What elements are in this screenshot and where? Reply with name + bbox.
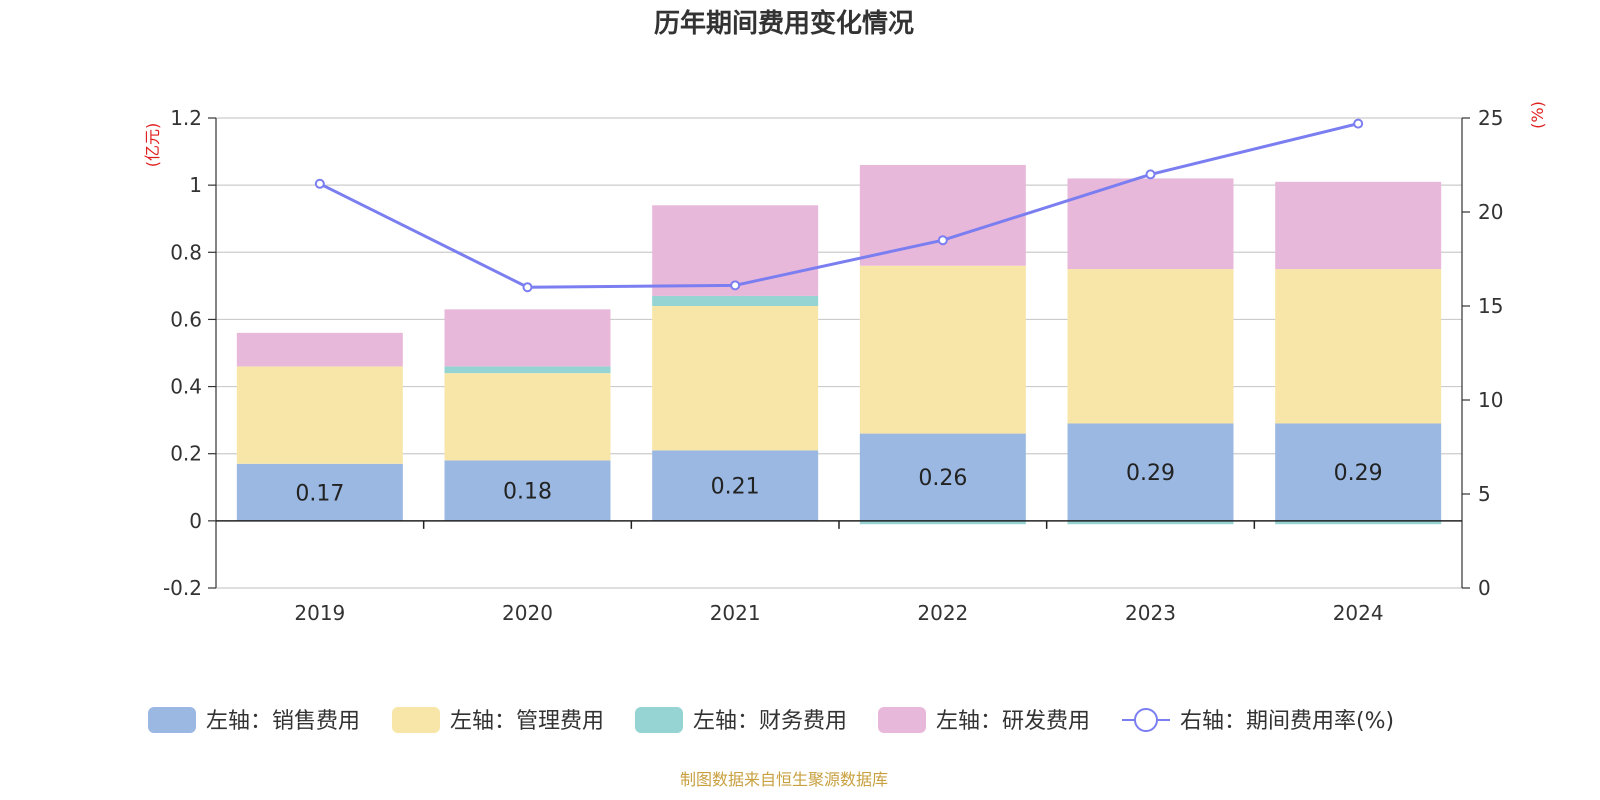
bars <box>236 165 1442 525</box>
left-tick-label: 1 <box>189 173 202 197</box>
legend-label: 左轴：销售费用 <box>206 709 360 734</box>
legend-swatch <box>878 707 926 733</box>
source-note: 制图数据来自恒生聚源数据库 <box>680 770 888 789</box>
left-tick-label: 1.2 <box>170 106 202 130</box>
bar-2-2021 <box>652 295 819 306</box>
x-tick-label: 2024 <box>1333 601 1384 625</box>
bar-2-2024 <box>1275 520 1442 525</box>
bar-0-2019 <box>236 463 403 521</box>
rate-line-point <box>1353 118 1364 129</box>
bar-1-2021 <box>652 306 819 451</box>
rate-line <box>314 118 1364 293</box>
chart-title: 历年期间费用变化情况 <box>654 8 914 39</box>
legend-swatch <box>148 707 196 733</box>
left-tick-label: 0.6 <box>170 307 202 331</box>
bar-value-label: 0.21 <box>711 475 760 500</box>
bar-1-2019 <box>236 366 403 464</box>
legend-label: 左轴：管理费用 <box>450 709 604 734</box>
legend-marker <box>1134 708 1158 732</box>
legend-label: 左轴：研发费用 <box>936 709 1090 734</box>
left-tick-label: 0.8 <box>170 240 202 264</box>
bar-1-2024 <box>1275 269 1442 424</box>
rate-line-point <box>1145 169 1156 180</box>
bar-value-label: 0.29 <box>1334 461 1383 486</box>
bar-0-2020 <box>444 460 611 521</box>
bar-3-2022 <box>859 165 1026 266</box>
bar-0-2024 <box>1275 423 1442 521</box>
left-axis-unit: (亿元) <box>143 123 162 168</box>
bar-2-2023 <box>1067 520 1234 525</box>
rate-line-point <box>937 235 948 246</box>
legend-label: 右轴：期间费用率(%) <box>1180 709 1394 734</box>
right-tick-label: 15 <box>1478 294 1503 318</box>
rate-line-point <box>730 280 741 291</box>
legend-swatch <box>635 707 683 733</box>
rate-line-point <box>522 282 533 293</box>
bar-3-2023 <box>1067 178 1234 270</box>
legend: 左轴：销售费用 左轴：管理费用 左轴：财务费用 左轴：研发费用 右轴：期间费用率(%) <box>148 707 1394 734</box>
bar-value-label: 0.29 <box>1126 461 1175 486</box>
left-tick-label: 0.2 <box>170 442 202 466</box>
bar-0-2023 <box>1067 423 1234 521</box>
right-tick-label: 5 <box>1478 482 1491 506</box>
bar-1-2023 <box>1067 269 1234 424</box>
legend-item: 左轴：财务费用 <box>635 707 847 734</box>
bar-3-2019 <box>236 332 403 367</box>
left-tick-label: 0.4 <box>170 375 202 399</box>
right-tick-label: 0 <box>1478 576 1491 600</box>
bar-3-2020 <box>444 309 611 367</box>
bar-2-2022 <box>859 520 1026 525</box>
right-axis-unit: (%) <box>1528 101 1547 129</box>
right-tick-label: 10 <box>1478 388 1503 412</box>
bar-1-2022 <box>859 265 1026 434</box>
legend-item: 左轴：销售费用 <box>148 707 360 734</box>
x-tick-label: 2023 <box>1125 601 1176 625</box>
rate-line-point <box>314 178 325 189</box>
right-tick-label: 25 <box>1478 106 1503 130</box>
bar-value-label: 0.18 <box>503 480 552 505</box>
axes: -0.2 0 0.2 0.4 0.6 0.8 1 1.2 0 5 10 15 20 25 2019 2020 2… <box>163 106 1503 625</box>
legend-label: 左轴：财务费用 <box>693 709 847 734</box>
x-tick-label: 2019 <box>294 601 345 625</box>
bar-1-2020 <box>444 373 611 461</box>
rate-line-path <box>319 122 1359 289</box>
bar-2-2020 <box>444 366 611 374</box>
data-labels: 0.17 0.18 0.21 0.26 0.29 0.29 <box>295 461 1382 506</box>
bar-0-2021 <box>652 450 819 521</box>
legend-item: 左轴：研发费用 <box>878 707 1090 734</box>
grid <box>216 117 1462 589</box>
legend-item: 右轴：期间费用率(%) <box>1122 708 1394 734</box>
x-tick-label: 2022 <box>917 601 968 625</box>
legend-swatch <box>392 707 440 733</box>
bar-0-2022 <box>859 433 1026 521</box>
x-tick-label: 2021 <box>710 601 761 625</box>
bar-value-label: 0.26 <box>918 466 967 491</box>
bar-3-2024 <box>1275 181 1442 270</box>
left-tick-label: 0 <box>189 509 202 533</box>
bar-value-label: 0.17 <box>295 481 344 506</box>
legend-item: 左轴：管理费用 <box>392 707 604 734</box>
x-tick-label: 2020 <box>502 601 553 625</box>
right-tick-label: 20 <box>1478 200 1503 224</box>
left-tick-label: -0.2 <box>163 576 202 600</box>
